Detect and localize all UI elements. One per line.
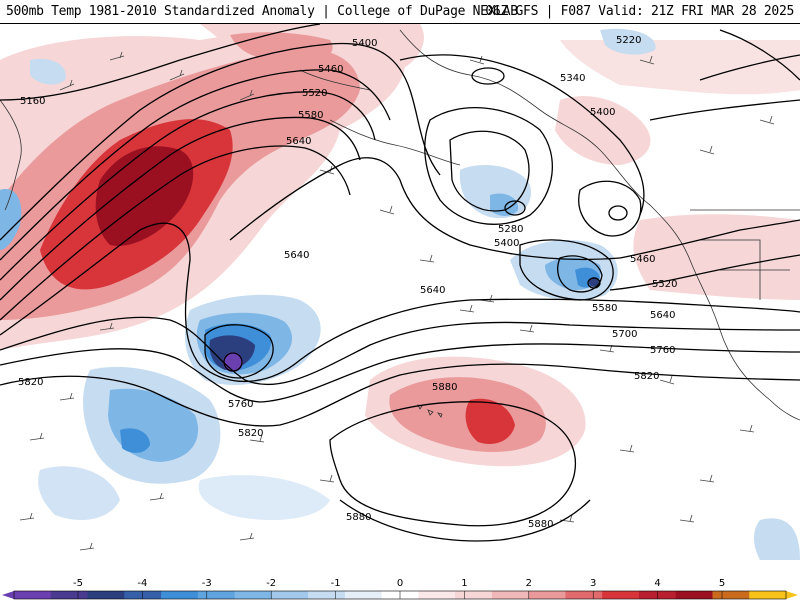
contour-label: 5580: [298, 110, 323, 121]
contour-label: 5640: [650, 310, 675, 321]
anomaly-colorbar: -5 -4 -3 -2 -1 0 1 2 3 4 5: [0, 576, 800, 600]
colorbar-segment: [271, 591, 309, 599]
colorbar-segment: [161, 591, 199, 599]
colorbar-tick-label: -1: [331, 578, 341, 589]
contour-label: 5700: [612, 329, 637, 340]
contour-label: 5160: [20, 96, 45, 107]
contour-label: 5520: [302, 88, 327, 99]
wind-barbs: [19, 51, 775, 551]
coastlines: [0, 29, 800, 421]
colorbar-segment: [418, 591, 456, 599]
contour-label: 5880: [432, 382, 457, 393]
colorbar-tick-label: 5: [719, 578, 725, 589]
colorbar-segment: [14, 591, 52, 599]
colorbar-segment: [124, 591, 162, 599]
colorbar-segment: [491, 591, 530, 599]
colorbar-tick-label: 2: [526, 578, 532, 589]
contour-label: 5760: [650, 345, 675, 356]
model-valid-time: 06Z GFS | F087 Valid: 21Z FRI MAR 28 202…: [485, 4, 794, 19]
contour-label: 5460: [630, 254, 655, 265]
colorbar-tick-label: 0: [397, 578, 403, 589]
contour-label: 5580: [592, 303, 617, 314]
colorbar-tick-label: 4: [654, 578, 660, 589]
colorbar-segment: [602, 591, 640, 599]
colorbar-min-arrow: [2, 591, 14, 599]
colorbar-segment: [675, 591, 713, 599]
contour-label: 5640: [284, 250, 309, 261]
colorbar-segment: [344, 591, 383, 599]
contour-labels: 5160 5400 5460 5520 5580 5640 5220 5340 …: [18, 35, 677, 530]
contour-label: 5520: [652, 279, 677, 290]
contour-label: 5400: [590, 107, 615, 118]
colorbar-segment: [749, 591, 787, 599]
contour-label: 5820: [18, 377, 43, 388]
contour-label: 5820: [238, 428, 263, 439]
colorbar-segment: [50, 591, 89, 599]
colorbar-tick-label: -4: [137, 578, 147, 589]
colorbar-segment: [234, 591, 272, 599]
colorbar-tick-label: -2: [266, 578, 276, 589]
warm-anomaly-shading: [0, 24, 800, 467]
colorbar-tick-label: -3: [202, 578, 212, 589]
colorbar-segment: [197, 591, 236, 599]
colorbar-tick-label: 3: [590, 578, 596, 589]
contour-label: 5340: [560, 73, 585, 84]
contour-label: 5820: [634, 371, 659, 382]
contour-label: 5640: [420, 285, 445, 296]
anomaly-map: 5160 5400 5460 5520 5580 5640 5220 5340 …: [0, 24, 800, 576]
contour-label: 5640: [286, 136, 311, 147]
contour-label: 5400: [352, 38, 377, 49]
colorbar-segment: [712, 591, 750, 599]
contour-label: 5460: [318, 64, 343, 75]
colorbar-segment: [308, 591, 346, 599]
colorbar-segment: [455, 591, 493, 599]
contour-label: 5880: [528, 519, 553, 530]
cold-anomaly-shading: [0, 28, 800, 560]
map-header: 500mb Temp 1981-2010 Standardized Anomal…: [0, 0, 800, 24]
contour-label: 5220: [616, 35, 641, 46]
contour-label: 5400: [494, 238, 519, 249]
colorbar-tick-label: 1: [461, 578, 467, 589]
contour-label: 5280: [498, 224, 523, 235]
colorbar-segment: [87, 591, 125, 599]
colorbar-segment: [565, 591, 603, 599]
contour-label: 5880: [346, 512, 371, 523]
colorbar-segment: [528, 591, 566, 599]
map-title: 500mb Temp 1981-2010 Standardized Anomal…: [6, 4, 518, 19]
colorbar-max-arrow: [786, 591, 798, 599]
height-contours: [0, 24, 800, 542]
contour-label: 5760: [228, 399, 253, 410]
colorbar-tick-label: -5: [73, 578, 83, 589]
